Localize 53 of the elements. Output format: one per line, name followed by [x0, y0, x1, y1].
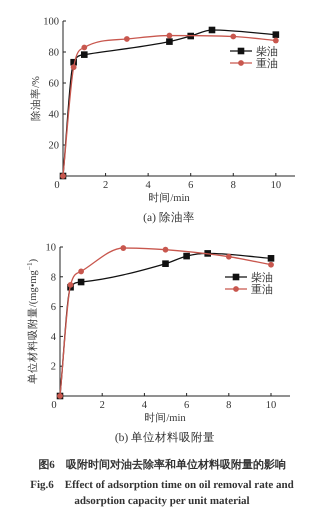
y-tick-label: 4: [50, 332, 57, 343]
point: [272, 38, 279, 44]
y-tick-label: 100: [43, 16, 59, 28]
x-tick-label: 0: [51, 400, 57, 411]
point: [162, 260, 169, 267]
x-axis-title: 时间/min: [148, 191, 190, 204]
legend-label: 柴油: [251, 271, 273, 284]
point: [208, 26, 216, 34]
x-tick-label: 6: [184, 400, 190, 411]
x-tick-label: 6: [188, 180, 194, 191]
point: [70, 64, 77, 70]
point: [78, 268, 84, 274]
y-tick-label: 80: [48, 48, 59, 58]
x-tick-label: 2: [100, 400, 105, 411]
x-tick-label: 4: [142, 400, 148, 411]
x-tick-label: 10: [266, 400, 276, 411]
x-tick-label: 2: [102, 180, 108, 191]
point: [120, 245, 126, 251]
x-tick-label: 4: [146, 180, 152, 191]
point: [162, 246, 168, 253]
legend-label: 重油: [251, 283, 273, 296]
point: [81, 44, 88, 50]
y-tick-label: 2: [50, 362, 56, 373]
legend-label: 柴油: [256, 45, 278, 58]
y-tick-label: 10: [46, 242, 56, 254]
caption: 图6 吸附时间对油去除率和单位材料吸附量的影响: [38, 458, 286, 471]
y-tick-label: 60: [48, 78, 59, 90]
point: [268, 255, 274, 262]
y-tick-label: 40: [48, 110, 59, 120]
y-tick-label: 20: [48, 140, 59, 152]
x-tick-label: 8: [226, 400, 232, 411]
point: [268, 262, 274, 268]
point: [68, 282, 74, 288]
y-tick-label: 6: [50, 302, 56, 314]
x-axis-title: 时间/min: [144, 411, 186, 424]
point: [124, 36, 130, 42]
legend-label: 重油: [256, 57, 278, 70]
point: [230, 34, 236, 40]
point: [166, 38, 173, 45]
text: (a) 除油率: [143, 210, 195, 224]
y-tick-label: 8: [50, 272, 56, 284]
x-tick-label: 0: [54, 180, 60, 191]
point: [272, 31, 280, 38]
point: [80, 51, 88, 58]
text: (b) 单位材料吸附量: [114, 431, 216, 444]
x-tick-label: 8: [230, 180, 236, 191]
point: [183, 252, 190, 260]
point: [78, 278, 84, 286]
caption: Fig.6 Effect of adsorption time on oil removal rate and adsorption capacity per unit material: [30, 479, 294, 507]
y-axis-title: 除油率/%: [29, 76, 42, 121]
point: [166, 32, 172, 38]
point: [226, 254, 232, 260]
x-tick-label: 10: [270, 180, 282, 191]
